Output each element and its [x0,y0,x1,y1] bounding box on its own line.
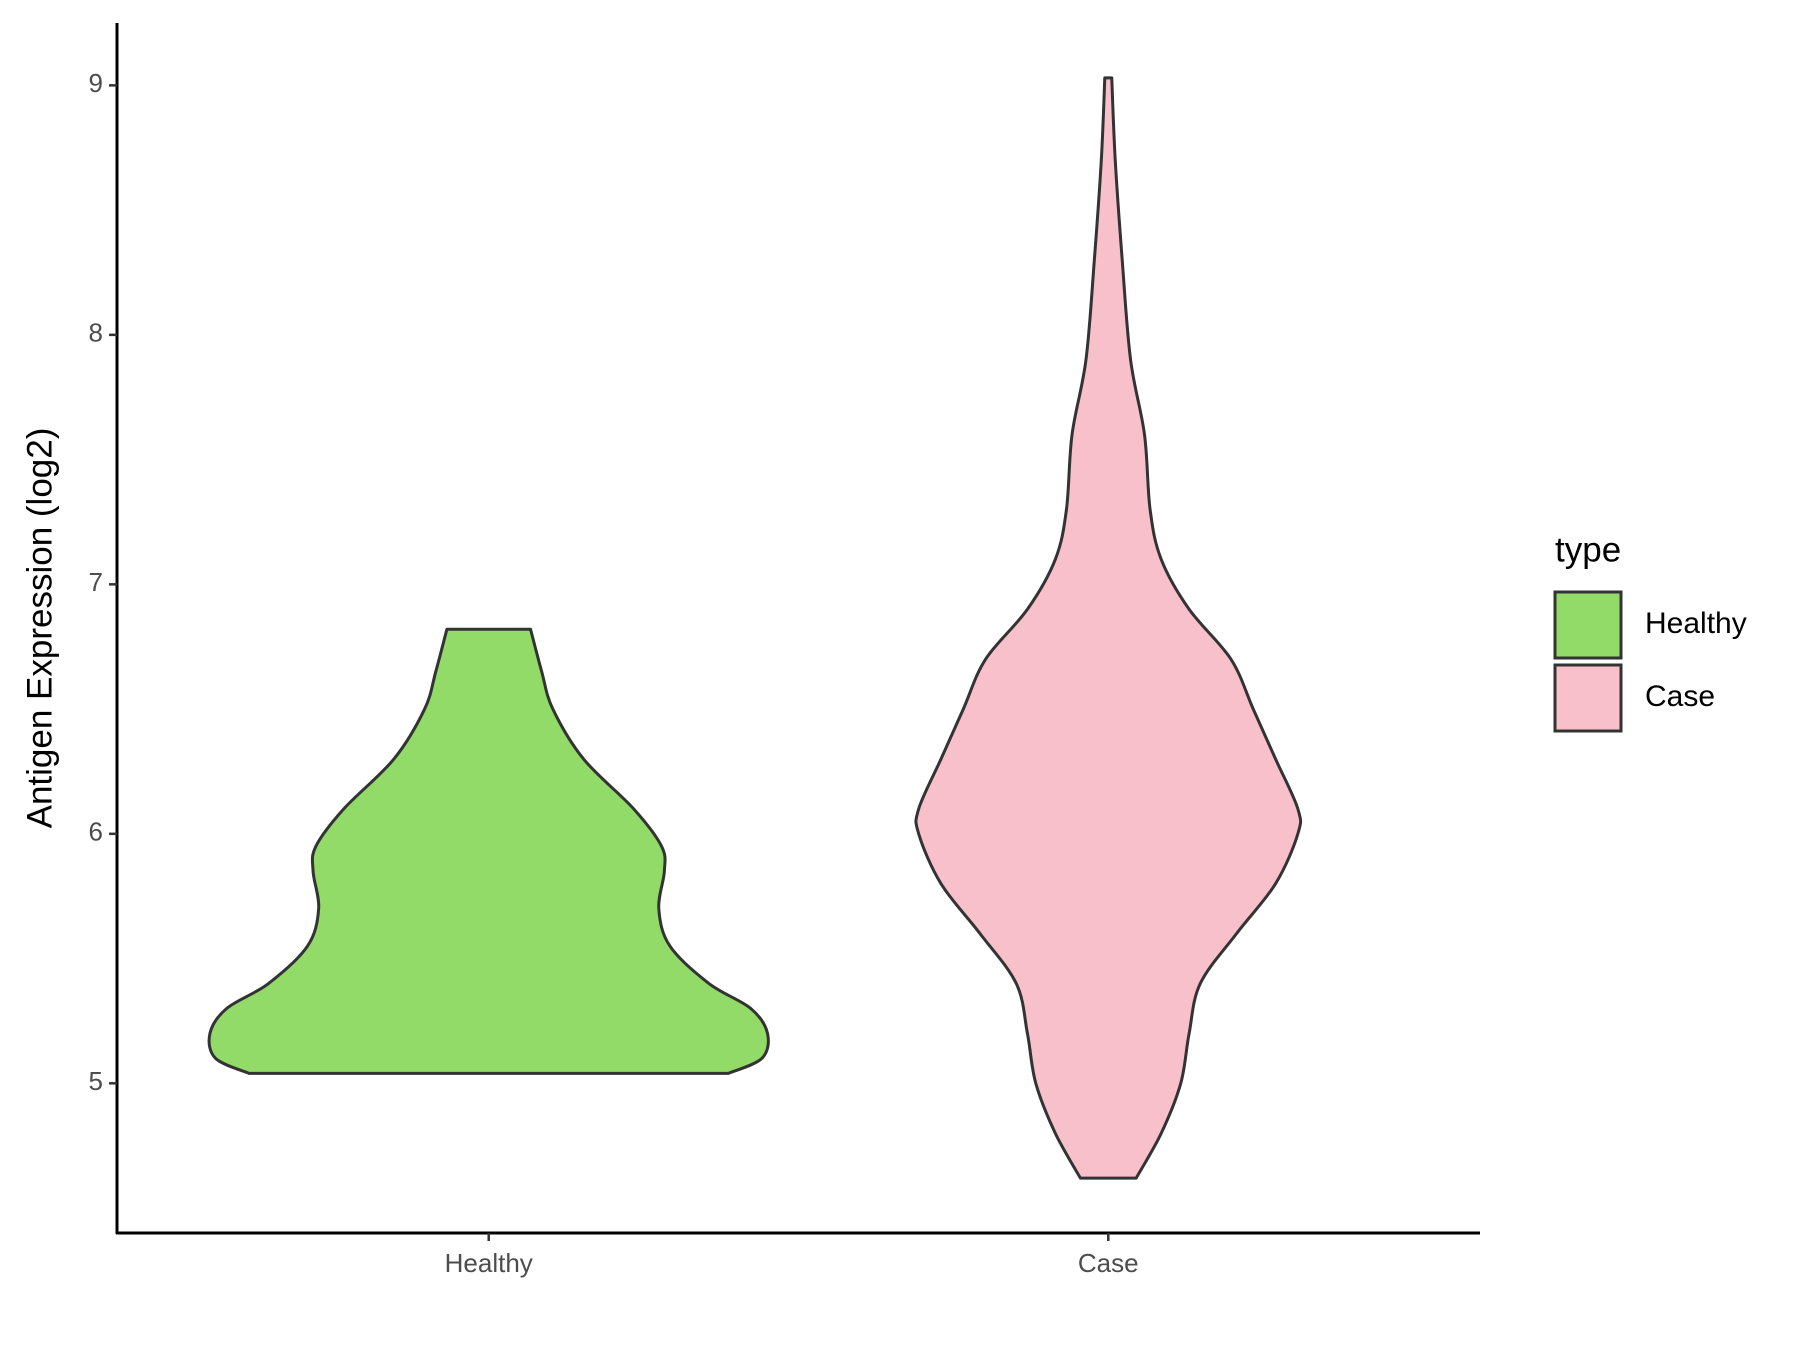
legend-label: Healthy [1645,607,1747,640]
y-tick-label: 6 [89,817,103,847]
legend-key [1553,663,1623,733]
legend-key [1553,590,1623,660]
x-tick-label: Healthy [445,1248,533,1278]
y-tick-label: 7 [89,567,103,597]
legend-title: type [1555,530,1621,569]
legend-label: Case [1645,680,1715,713]
y-tick-label: 5 [89,1066,103,1096]
y-tick-label: 9 [89,68,103,98]
violin [207,627,770,1075]
y-tick-label: 8 [89,318,103,348]
x-tick-label: Case [1078,1248,1139,1278]
violin [914,76,1303,1180]
y-axis-title: Antigen Expression (log2) [20,428,59,829]
